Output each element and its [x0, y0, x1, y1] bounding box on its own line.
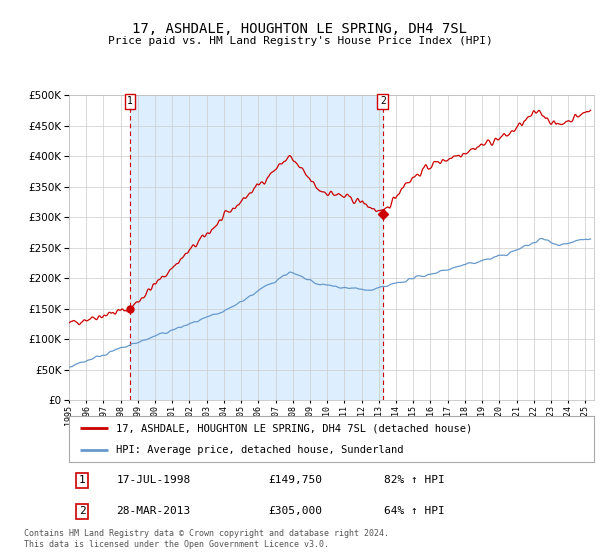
Bar [130, 95, 383, 400]
Text: Contains HM Land Registry data © Crown copyright and database right 2024.
This d: Contains HM Land Registry data © Crown c… [24, 529, 389, 549]
Text: Price paid vs. HM Land Registry's House Price Index (HPI): Price paid vs. HM Land Registry's House … [107, 36, 493, 46]
Text: 2: 2 [380, 96, 386, 106]
Text: 64% ↑ HPI: 64% ↑ HPI [384, 506, 445, 516]
Text: 28-MAR-2013: 28-MAR-2013 [116, 506, 191, 516]
Text: £149,750: £149,750 [269, 475, 323, 486]
Text: 82% ↑ HPI: 82% ↑ HPI [384, 475, 445, 486]
Text: HPI: Average price, detached house, Sunderland: HPI: Average price, detached house, Sund… [116, 445, 404, 455]
Text: 1: 1 [79, 475, 86, 486]
Text: 2: 2 [79, 506, 86, 516]
Text: 17-JUL-1998: 17-JUL-1998 [116, 475, 191, 486]
Text: 1: 1 [127, 96, 133, 106]
Text: 17, ASHDALE, HOUGHTON LE SPRING, DH4 7SL: 17, ASHDALE, HOUGHTON LE SPRING, DH4 7SL [133, 22, 467, 36]
Text: £305,000: £305,000 [269, 506, 323, 516]
Text: 17, ASHDALE, HOUGHTON LE SPRING, DH4 7SL (detached house): 17, ASHDALE, HOUGHTON LE SPRING, DH4 7SL… [116, 423, 473, 433]
